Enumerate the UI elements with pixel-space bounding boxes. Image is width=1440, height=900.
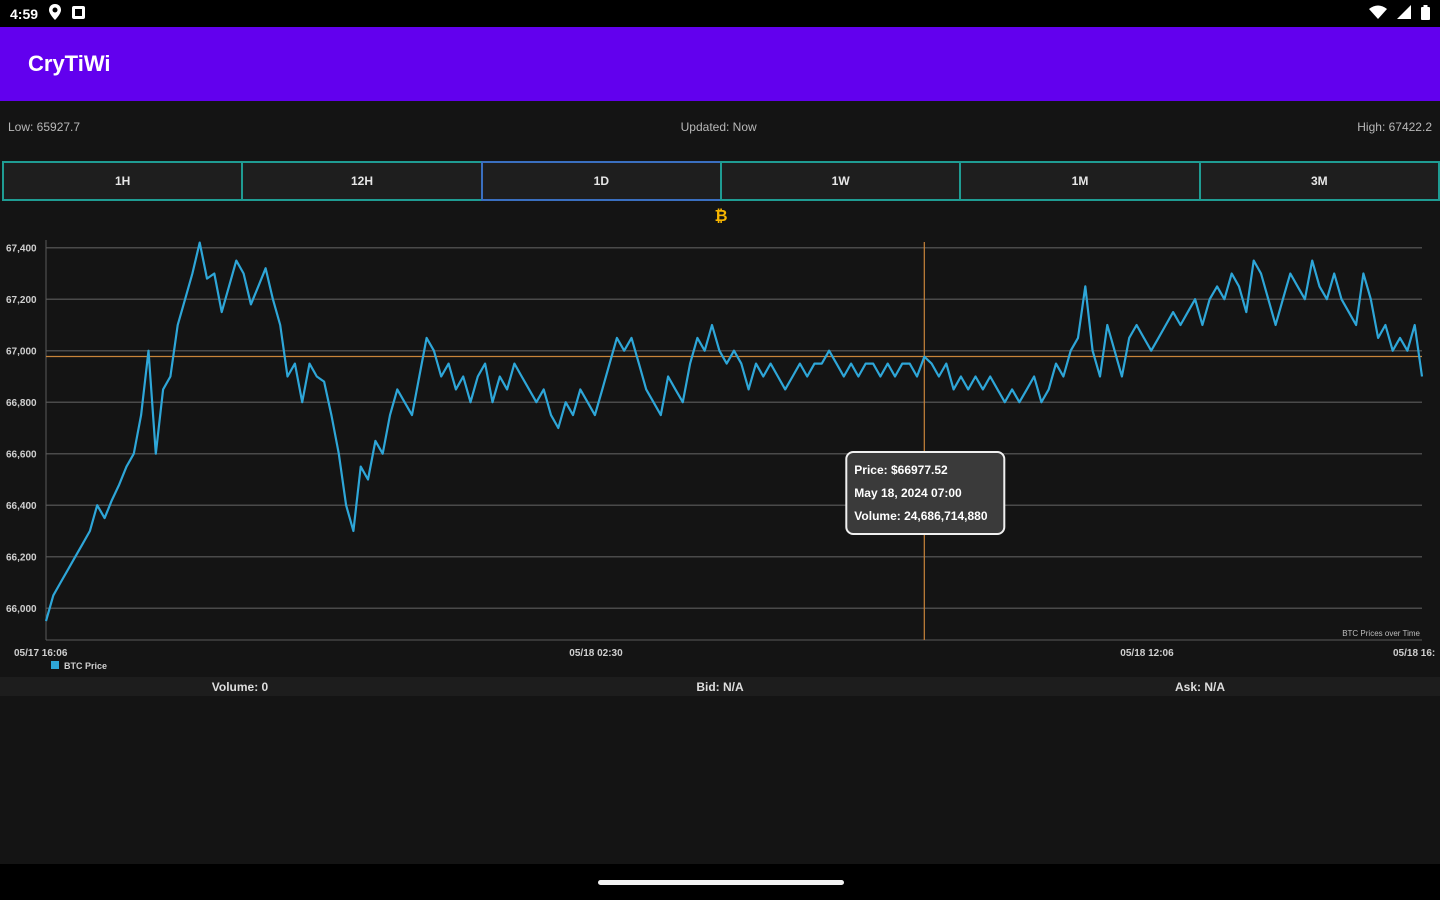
chart-caption: BTC Prices over Time	[1342, 629, 1420, 638]
battery-icon	[1421, 4, 1430, 23]
y-tick-label: 67,000	[6, 347, 37, 358]
low-price: Low: 65927.7	[8, 120, 81, 134]
y-tick-label: 66,000	[6, 604, 37, 615]
price-info-bar: Low: 65927.7 Updated: Now High: 67422.2	[0, 115, 1440, 139]
high-price: High: 67422.2	[1357, 120, 1432, 134]
tab-1m[interactable]: 1M	[959, 161, 1201, 201]
app-title: CryTiWi	[28, 51, 111, 76]
y-tick-label: 66,800	[6, 398, 37, 409]
y-tick-label: 67,200	[6, 295, 37, 306]
x-tick-label: 05/17 16:06	[14, 648, 68, 659]
ask-stat: Ask: N/A	[1174, 679, 1225, 694]
y-tick-label: 67,400	[6, 244, 37, 255]
timeframe-tabs: 1H 12H 1D 1W 1M 3M	[2, 161, 1440, 201]
wifi-icon	[1369, 5, 1387, 22]
tooltip-box	[845, 451, 1006, 535]
y-tick-label: 66,600	[6, 450, 37, 461]
tab-1h[interactable]: 1H	[2, 161, 244, 201]
y-tick-label: 66,200	[6, 553, 37, 564]
tooltip-price: Price: $66977.52	[854, 463, 948, 477]
x-tick-label: 05/18 12:06	[1120, 648, 1174, 659]
market-stats-bar: Volume: 0 Bid: N/A Ask: N/A	[0, 677, 1440, 696]
tooltip-volume: Volume: 24,686,714,880	[854, 509, 988, 523]
home-gesture-handle[interactable]	[598, 880, 844, 885]
signal-icon	[1397, 5, 1411, 22]
bid-stat: Bid: N/A	[696, 679, 744, 694]
x-tick-label: 05/18 02:30	[569, 648, 623, 659]
legend-label: BTC Price	[64, 661, 107, 671]
bitcoin-icon: ₿	[714, 208, 728, 225]
tab-12h[interactable]: 12H	[241, 161, 483, 201]
btc-price-line	[44, 241, 1424, 622]
tab-1d[interactable]: 1D	[480, 161, 722, 201]
clock: 4:59	[10, 5, 39, 22]
location-icon	[48, 4, 62, 23]
updated-status: Updated: Now	[680, 120, 757, 134]
tab-3m[interactable]: 3M	[1198, 161, 1440, 201]
status-bar: 4:59	[0, 0, 1440, 27]
notification-icon	[72, 5, 86, 22]
price-chart[interactable]: 67,400 67,200 67,000 66,800 66,600 66,400 66,2…	[0, 232, 1440, 677]
y-tick-label: 66,400	[6, 501, 37, 512]
x-tick-label: 05/18 16:	[1393, 648, 1435, 659]
legend-swatch	[51, 661, 59, 669]
volume-stat: Volume: 0	[211, 679, 269, 694]
tab-1w[interactable]: 1W	[719, 161, 962, 201]
tooltip-date: May 18, 2024 07:00	[854, 486, 962, 500]
app-bar: CryTiWi	[0, 27, 1440, 101]
